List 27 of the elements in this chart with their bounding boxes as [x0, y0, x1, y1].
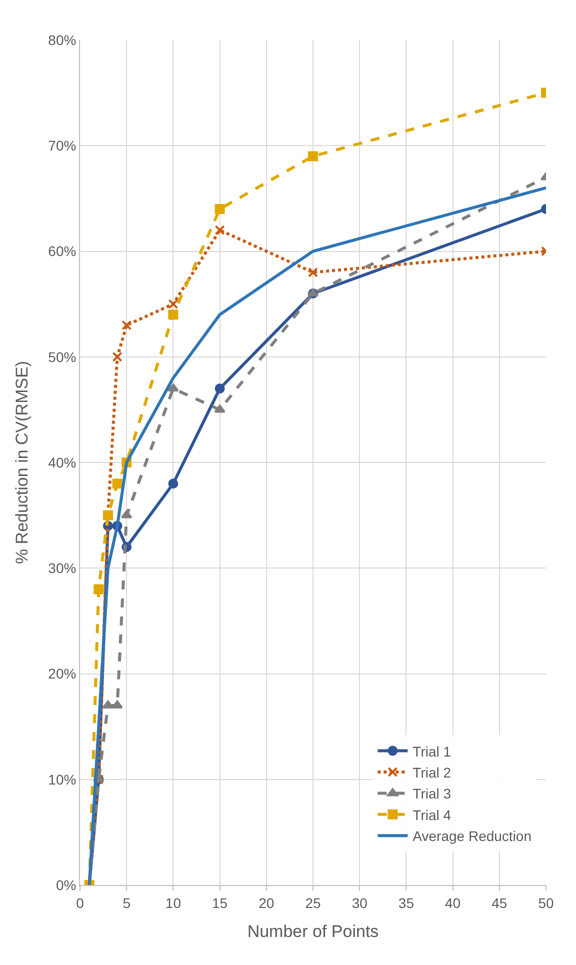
x-tick-label: 30	[352, 894, 368, 911]
x-axis-title: Number of Points	[247, 922, 379, 942]
y-tick-label: 80%	[48, 32, 76, 48]
y-tick-label: 20%	[48, 666, 76, 682]
y-tick-label: 70%	[48, 138, 76, 154]
x-tick-label: 50	[538, 894, 554, 911]
x-tick-label: 20	[258, 894, 274, 911]
x-tick-label: 15	[212, 894, 228, 911]
x-tick-label: 40	[445, 894, 461, 911]
legend-label: Trial 1	[412, 743, 452, 760]
y-tick-label: 50%	[48, 348, 76, 365]
x-tick-label: 35	[398, 894, 414, 911]
y-tick-label: 10%	[48, 771, 76, 788]
y-axis-title: % Reduction in CV(RMSE)	[12, 360, 32, 564]
x-tick-label: 25	[305, 894, 321, 911]
y-tick-label: 30%	[48, 560, 76, 576]
y-tick-label: 60%	[48, 243, 76, 260]
x-tick-label: 10	[165, 894, 182, 911]
legend-label: Trial 4	[412, 806, 452, 823]
y-tick-label: 40%	[48, 454, 76, 470]
legend-label: Trial 3	[412, 786, 452, 802]
legend-label: Trial 2	[412, 764, 452, 780]
x-tick-label: 5	[122, 894, 131, 911]
legend-label: Average Reduction	[412, 828, 532, 844]
x-tick-label: 0	[76, 894, 84, 911]
x-tick-label: 45	[492, 894, 508, 911]
y-tick-label: 0%	[56, 876, 76, 893]
